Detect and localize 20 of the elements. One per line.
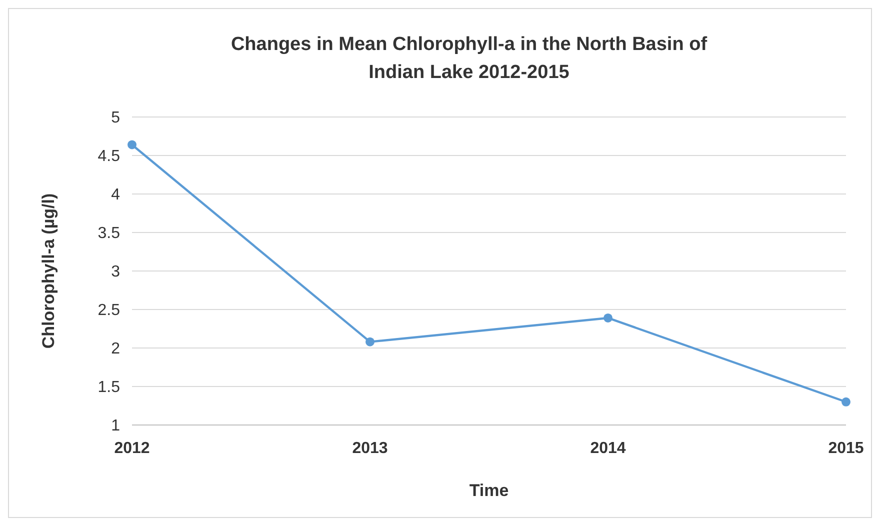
point [842, 397, 850, 406]
x-axis-title: Time [469, 481, 509, 500]
y-tick-label: 4.5 [98, 148, 120, 166]
y-tick-label: 2 [111, 340, 120, 358]
y-tick-label: 4 [111, 186, 120, 204]
x-tick-label: 2013 [352, 440, 388, 457]
y-tick-label: 2.5 [98, 302, 120, 320]
x-tick-label: 2014 [590, 440, 626, 457]
y-tick-label: 5 [111, 110, 120, 127]
point [128, 140, 136, 150]
x-tick-label: 2012 [114, 440, 150, 457]
point [366, 337, 374, 346]
y-axis-title: Chlorophyll-a (µg/l) [39, 193, 58, 349]
chart-title: Changes in Mean Chlorophyll-a in the North Basin of Indian Lake 2012-2015 [230, 34, 708, 83]
x-tick-label: 2015 [828, 440, 864, 457]
point [604, 313, 612, 322]
y-tick-label: 1 [111, 418, 120, 435]
y-tick-label: 3.5 [98, 225, 120, 242]
y-tick-label: 3 [111, 264, 120, 281]
y-tick-label: 1.5 [98, 379, 120, 396]
